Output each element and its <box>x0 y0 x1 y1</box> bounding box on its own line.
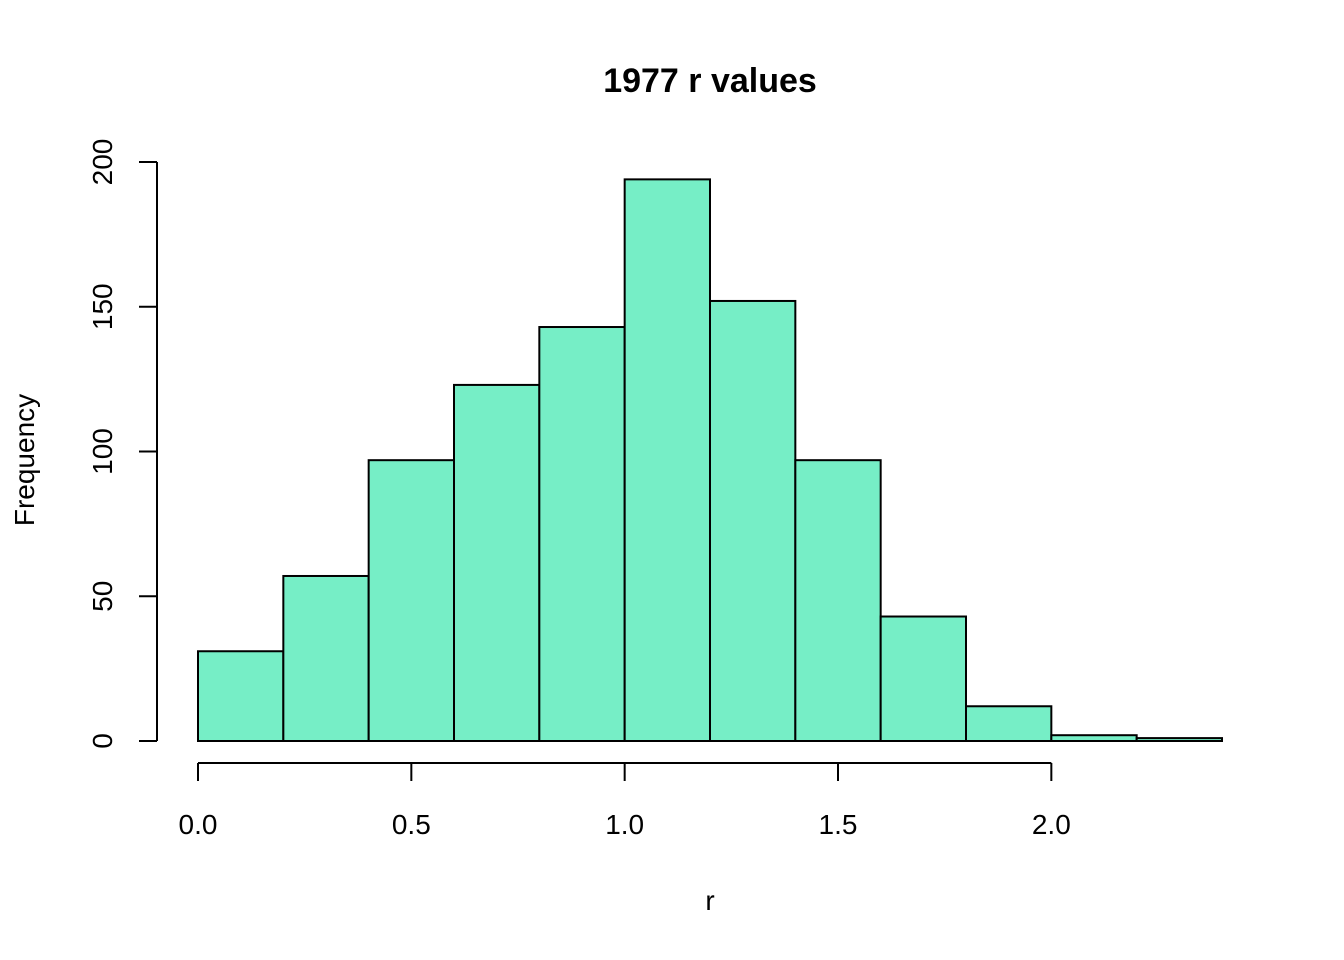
x-tick-label-0: 0.0 <box>179 809 218 840</box>
histogram-bar-8 <box>879 615 968 743</box>
histogram-bar-6 <box>709 299 797 742</box>
histogram-bar-4 <box>538 326 626 742</box>
histogram-bar-3 <box>453 383 541 742</box>
histogram-bars <box>197 178 1223 743</box>
histogram-bar-0 <box>197 650 285 743</box>
x-tick-label-3: 1.5 <box>819 809 858 840</box>
y-axis-label: Frequency <box>9 394 40 526</box>
histogram-bar-11 <box>1135 737 1223 742</box>
x-tick-label-2: 1.0 <box>605 809 644 840</box>
x-tick-label-4: 2.0 <box>1032 809 1071 840</box>
y-tick-label-4: 200 <box>87 139 118 186</box>
chart-title: 1977 r values <box>603 62 817 100</box>
y-tick-label-0: 0 <box>87 733 118 749</box>
y-tick-label-2: 100 <box>87 428 118 475</box>
y-tick-label-3: 150 <box>87 283 118 330</box>
x-axis: 0.0 0.5 1.0 1.5 2.0 <box>179 762 1071 840</box>
histogram-bar-9 <box>965 705 1053 743</box>
x-tick-label-1: 0.5 <box>392 809 431 840</box>
y-tick-label-1: 50 <box>87 581 118 612</box>
histogram-bar-5 <box>623 178 712 742</box>
histogram-bar-2 <box>367 459 455 742</box>
histogram-bar-10 <box>1050 734 1138 743</box>
y-axis: 0 50 100 150 200 <box>87 139 158 749</box>
x-axis-label: r <box>705 885 714 916</box>
histogram-bar-1 <box>282 574 370 742</box>
histogram-bar-7 <box>794 459 882 742</box>
